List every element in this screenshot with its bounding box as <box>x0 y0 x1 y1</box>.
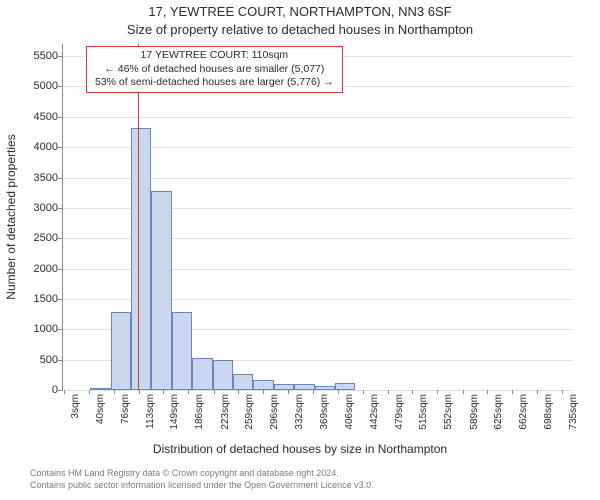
x-tick-label: 515sqm <box>418 394 430 444</box>
histogram-bar <box>233 374 253 390</box>
x-tick-label: 735sqm <box>568 394 580 444</box>
y-tick-label: 4000 <box>8 141 58 153</box>
x-tick-label: 442sqm <box>369 394 381 444</box>
plot-area <box>62 44 573 391</box>
reference-line <box>138 44 139 390</box>
histogram-bar <box>274 384 294 390</box>
x-tick-label: 3sqm <box>70 394 82 444</box>
x-tick-mark <box>139 390 140 394</box>
x-tick-label: 369sqm <box>319 394 331 444</box>
y-tick-mark <box>58 56 62 57</box>
y-tick-mark <box>58 299 62 300</box>
x-tick-mark <box>313 390 314 394</box>
y-tick-mark <box>58 147 62 148</box>
annotation-box: 17 YEWTREE COURT: 110sqm ← 46% of detach… <box>86 46 343 93</box>
x-tick-mark <box>114 390 115 394</box>
annotation-line: ← 46% of detached houses are smaller (5,… <box>95 63 334 77</box>
y-tick-mark <box>58 269 62 270</box>
x-tick-mark <box>512 390 513 394</box>
x-tick-label: 332sqm <box>294 394 306 444</box>
y-tick-mark <box>58 329 62 330</box>
x-tick-mark <box>188 390 189 394</box>
histogram-bar <box>192 358 212 390</box>
y-tick-label: 4500 <box>8 111 58 123</box>
histogram-bar <box>131 128 151 390</box>
y-tick-mark <box>58 360 62 361</box>
annotation-line: 17 YEWTREE COURT: 110sqm <box>95 49 334 63</box>
histogram-bar <box>213 360 233 390</box>
histogram-bar <box>253 380 273 390</box>
chart-title: 17, YEWTREE COURT, NORTHAMPTON, NN3 6SF <box>0 4 600 19</box>
histogram-bar <box>315 386 335 390</box>
y-tick-mark <box>58 117 62 118</box>
x-axis-label: Distribution of detached houses by size … <box>0 442 600 456</box>
x-tick-label: 479sqm <box>394 394 406 444</box>
y-tick-label: 1000 <box>8 323 58 335</box>
x-tick-mark <box>163 390 164 394</box>
y-tick-mark <box>58 178 62 179</box>
x-tick-mark <box>437 390 438 394</box>
x-tick-mark <box>288 390 289 394</box>
histogram-bar <box>151 191 171 390</box>
x-tick-label: 406sqm <box>344 394 356 444</box>
y-tick-label: 500 <box>8 354 58 366</box>
histogram-bar <box>335 383 355 390</box>
y-tick-label: 2500 <box>8 232 58 244</box>
annotation-line: 53% of semi-detached houses are larger (… <box>95 76 334 90</box>
x-tick-label: 186sqm <box>194 394 206 444</box>
histogram-bar <box>90 388 110 390</box>
x-tick-mark <box>214 390 215 394</box>
x-tick-label: 76sqm <box>120 394 132 444</box>
histogram-bar <box>294 384 314 390</box>
x-tick-label: 589sqm <box>469 394 481 444</box>
x-tick-mark <box>89 390 90 394</box>
y-tick-label: 0 <box>8 384 58 396</box>
x-tick-mark <box>537 390 538 394</box>
chart-subtitle: Size of property relative to detached ho… <box>0 22 600 37</box>
x-tick-mark <box>338 390 339 394</box>
x-tick-label: 698sqm <box>543 394 555 444</box>
x-tick-mark <box>263 390 264 394</box>
y-tick-mark <box>58 390 62 391</box>
x-tick-label: 40sqm <box>95 394 107 444</box>
y-tick-label: 1500 <box>8 293 58 305</box>
x-tick-label: 113sqm <box>145 394 157 444</box>
x-tick-label: 625sqm <box>493 394 505 444</box>
footnote: Contains public sector information licen… <box>30 480 374 490</box>
x-tick-label: 223sqm <box>220 394 232 444</box>
histogram-bar <box>172 312 192 390</box>
y-tick-mark <box>58 86 62 87</box>
x-tick-mark <box>238 390 239 394</box>
x-tick-mark <box>412 390 413 394</box>
grid-line <box>63 117 573 118</box>
y-tick-label: 3000 <box>8 202 58 214</box>
x-tick-mark <box>64 390 65 394</box>
x-tick-label: 149sqm <box>169 394 181 444</box>
x-tick-mark <box>388 390 389 394</box>
x-tick-label: 662sqm <box>518 394 530 444</box>
x-tick-mark <box>363 390 364 394</box>
y-tick-mark <box>58 208 62 209</box>
chart-container: 17, YEWTREE COURT, NORTHAMPTON, NN3 6SF … <box>0 0 600 500</box>
y-tick-label: 5000 <box>8 80 58 92</box>
x-tick-label: 259sqm <box>244 394 256 444</box>
y-tick-label: 2000 <box>8 263 58 275</box>
footnote: Contains HM Land Registry data © Crown c… <box>30 468 339 478</box>
x-tick-mark <box>562 390 563 394</box>
x-tick-mark <box>463 390 464 394</box>
x-tick-label: 552sqm <box>443 394 455 444</box>
histogram-bar <box>111 312 131 390</box>
y-tick-label: 3500 <box>8 172 58 184</box>
y-tick-label: 5500 <box>8 50 58 62</box>
x-tick-mark <box>487 390 488 394</box>
x-tick-label: 296sqm <box>269 394 281 444</box>
y-tick-mark <box>58 238 62 239</box>
